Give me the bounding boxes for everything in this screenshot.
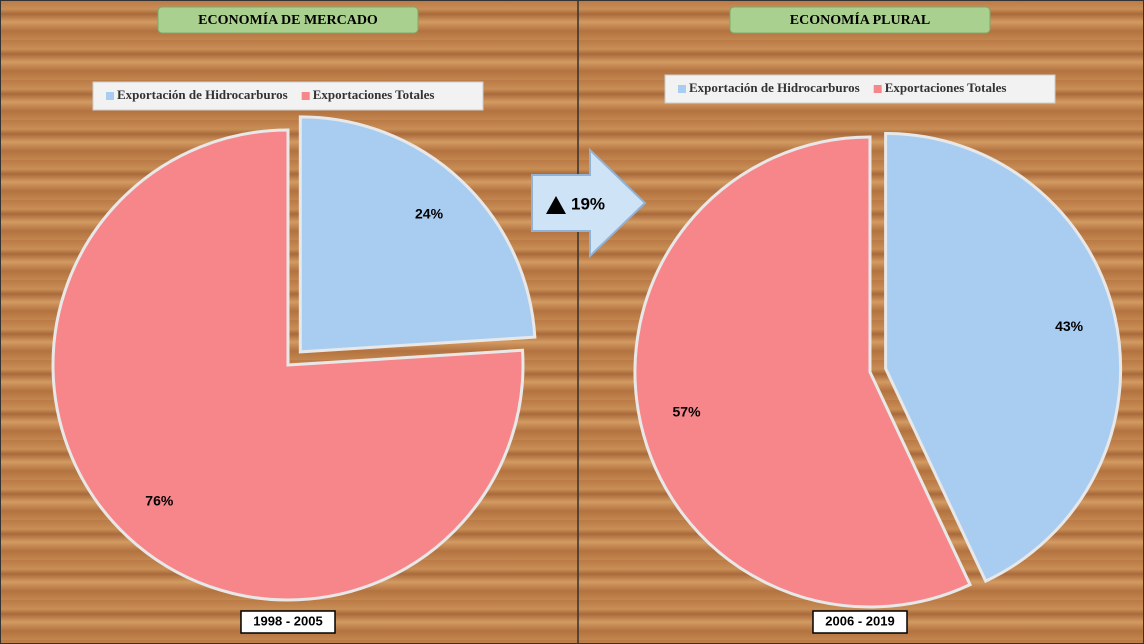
chart-title: ECONOMÍA PLURAL [790, 11, 930, 28]
title-box [157, 6, 419, 34]
legend-label: Exportaciones Totales [885, 80, 1007, 95]
legend-swatch [678, 85, 686, 93]
legend-label: Exportaciones Totales [313, 87, 435, 102]
legend-label: Exportación de Hidrocarburos [117, 87, 288, 102]
legend-box [92, 81, 484, 111]
data-label: 43% [1055, 318, 1084, 334]
pie-slice [298, 115, 537, 354]
pie-slice [884, 132, 1123, 584]
chart-subtitle: 2006 - 2019 [825, 613, 894, 628]
data-label: 24% [415, 206, 444, 222]
annotation: 19% [571, 194, 605, 213]
chart-title: ECONOMÍA DE MERCADO [198, 11, 378, 28]
data-label: 76% [145, 493, 174, 509]
pie-slice [633, 135, 973, 609]
data-label: 57% [673, 404, 702, 420]
legend-label: Exportación de Hidrocarburos [689, 80, 860, 95]
arrow: 19% [531, 147, 647, 259]
pie-slice [51, 128, 525, 602]
subtitle-box [812, 610, 908, 634]
title-box [729, 6, 991, 34]
legend-swatch [873, 85, 882, 93]
legend-swatch [301, 92, 310, 100]
legend-swatch [106, 92, 114, 100]
subtitle-box [240, 610, 336, 634]
legend-box [664, 74, 1056, 104]
chart-subtitle: 1998 - 2005 [253, 613, 322, 628]
